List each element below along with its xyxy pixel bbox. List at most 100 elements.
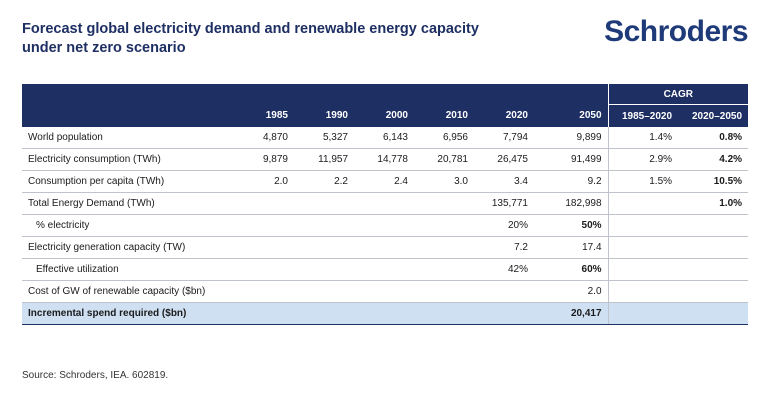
- table-cell: 9.2: [534, 170, 609, 193]
- column-header-2020: 2020: [474, 104, 534, 127]
- table-cell: [234, 214, 294, 237]
- source-note: Source: Schroders, IEA. 602819.: [22, 370, 169, 381]
- cagr-group-header: CAGR: [607, 84, 749, 105]
- table-cell: 2.4: [354, 170, 414, 193]
- table-cell: 3.4: [474, 170, 534, 193]
- chart-title: Forecast global electricity demand and r…: [22, 20, 542, 58]
- table-row: Effective utilization 42% 60%: [22, 258, 749, 281]
- table-cell: [414, 236, 474, 259]
- table-cell: [678, 280, 749, 303]
- table-cell: [294, 192, 354, 215]
- table-cell: [607, 258, 679, 281]
- table-cell: [607, 280, 679, 303]
- table-cell: [678, 214, 749, 237]
- table-cell: [354, 214, 414, 237]
- table-cell: 2.2: [294, 170, 354, 193]
- table-cell: 1.5%: [607, 170, 679, 193]
- table-header-row: 1985 1990 2000 2010 2020 2050 1985–2020 …: [22, 104, 749, 127]
- table-cell: [294, 214, 354, 237]
- table-cell: [234, 280, 294, 303]
- table-cell: [414, 214, 474, 237]
- table-cell: 0.8%: [678, 127, 749, 149]
- column-header-1990: 1990: [294, 104, 354, 127]
- table-cell: 50%: [534, 214, 609, 237]
- table-cell: [607, 214, 679, 237]
- table-cell: 60%: [534, 258, 609, 281]
- table-cell: 135,771: [474, 192, 534, 215]
- table-row: Cost of GW of renewable capacity ($bn) 2.…: [22, 280, 749, 303]
- column-header-2010: 2010: [414, 104, 474, 127]
- table-cell: [294, 302, 354, 325]
- row-label: World population: [22, 127, 234, 149]
- table-cell: 7,794: [474, 127, 534, 149]
- table-cell: [234, 302, 294, 325]
- schroders-logo: Schroders: [604, 15, 748, 48]
- row-label: Incremental spend required ($bn): [22, 302, 234, 325]
- table-row: Electricity consumption (TWh) 9,879 11,957…: [22, 148, 749, 171]
- table-cell: 91,499: [534, 148, 609, 171]
- column-header-cagr-2020-2050: 2020–2050: [678, 104, 749, 127]
- table-cell: 3.0: [414, 170, 474, 193]
- table-cell: [234, 236, 294, 259]
- column-header-2050: 2050: [534, 104, 609, 127]
- table-cell: [294, 280, 354, 303]
- table-cell: [607, 236, 679, 259]
- column-header-1985: 1985: [234, 104, 294, 127]
- table-cell: [234, 258, 294, 281]
- table-row: Total Energy Demand (TWh) 135,771 182,998 1…: [22, 192, 749, 215]
- table-cell: [474, 302, 534, 325]
- table-cell: 20,781: [414, 148, 474, 171]
- row-label: Cost of GW of renewable capacity ($bn): [22, 280, 234, 303]
- column-header-2000: 2000: [354, 104, 414, 127]
- table-cell: [294, 236, 354, 259]
- table-cell: [414, 192, 474, 215]
- table-cell: 20%: [474, 214, 534, 237]
- row-label: Electricity consumption (TWh): [22, 148, 234, 171]
- table-row: World population 4,870 5,327 6,143 6,956 7,79…: [22, 127, 749, 149]
- table-cell: [678, 236, 749, 259]
- table-cell: [678, 258, 749, 281]
- table-cell: 4,870: [234, 127, 294, 149]
- table-cell: 1.4%: [607, 127, 679, 149]
- table-body: World population 4,870 5,327 6,143 6,956 7,79…: [22, 127, 749, 325]
- title-line-1: Forecast global electricity demand and r…: [22, 21, 479, 37]
- title-line-2: under net zero scenario: [22, 40, 186, 56]
- table-cell: 4.2%: [678, 148, 749, 171]
- table-cell: [607, 302, 679, 325]
- table-cell: 6,143: [354, 127, 414, 149]
- table-cell: [607, 192, 679, 215]
- table-cell: 11,957: [294, 148, 354, 171]
- table-cell: 6,956: [414, 127, 474, 149]
- table-cell: [354, 258, 414, 281]
- table-cell: 9,899: [534, 127, 609, 149]
- table-row: Incremental spend required ($bn) 20,417: [22, 302, 749, 325]
- column-header-cagr-1985-2020: 1985–2020: [607, 104, 679, 127]
- table-cell: [354, 280, 414, 303]
- column-header-label: [22, 104, 234, 127]
- table-group-header-row: CAGR: [22, 84, 749, 105]
- table-cell: 20,417: [534, 302, 609, 325]
- table-cell: [234, 192, 294, 215]
- table-cell: 7.2: [474, 236, 534, 259]
- table-cell: 10.5%: [678, 170, 749, 193]
- row-label: % electricity: [22, 214, 234, 237]
- table-cell: 5,327: [294, 127, 354, 149]
- row-label: Consumption per capita (TWh): [22, 170, 234, 193]
- table-cell: 182,998: [534, 192, 609, 215]
- table-cell: [354, 192, 414, 215]
- table-cell: 42%: [474, 258, 534, 281]
- table-cell: 2.0: [234, 170, 294, 193]
- table-cell: 9,879: [234, 148, 294, 171]
- table-cell: 1.0%: [678, 192, 749, 215]
- table-cell: [414, 258, 474, 281]
- table-cell: [354, 302, 414, 325]
- row-label: Electricity generation capacity (TW): [22, 236, 234, 259]
- table-cell: [414, 302, 474, 325]
- table-cell: [678, 302, 749, 325]
- header-blank: [22, 84, 609, 105]
- table-row: % electricity 20% 50%: [22, 214, 749, 237]
- table-row: Electricity generation capacity (TW) 7.2 1…: [22, 236, 749, 259]
- table-cell: [474, 280, 534, 303]
- row-label: Total Energy Demand (TWh): [22, 192, 234, 215]
- table-row: Consumption per capita (TWh) 2.0 2.2 2.4 3.0…: [22, 170, 749, 193]
